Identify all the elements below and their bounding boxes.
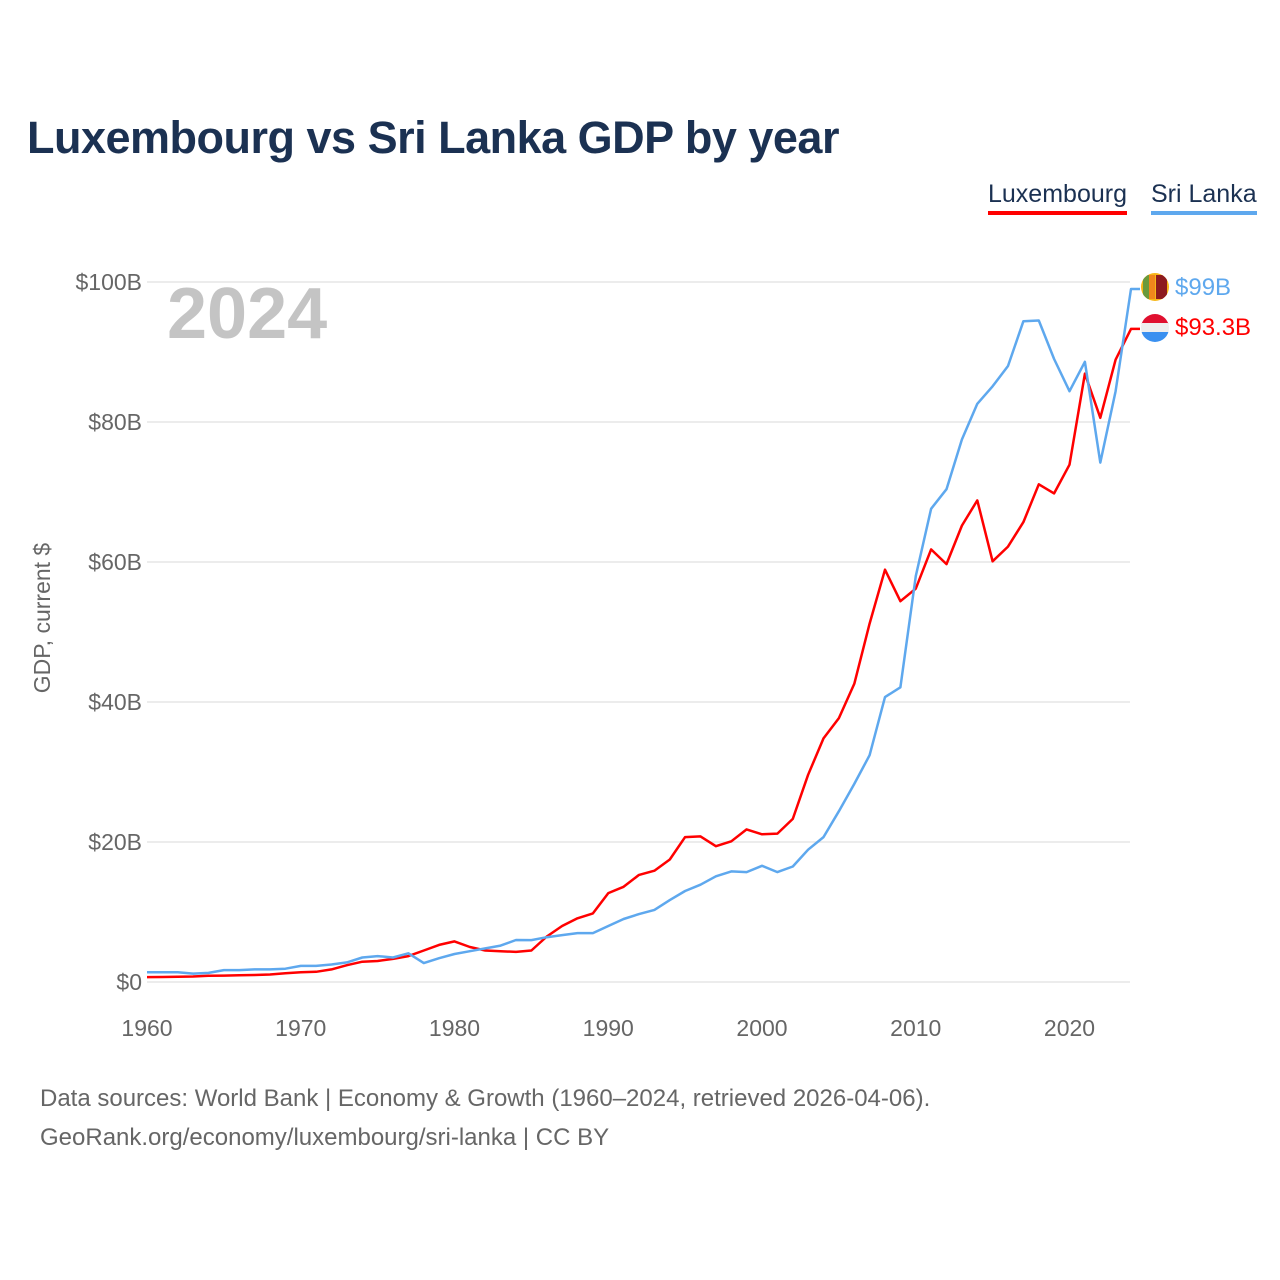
y-tick-label: $60B [88,549,142,575]
sri-lanka-end-label: $99B [1175,274,1231,301]
y-tick-label: $80B [88,409,142,435]
x-tick-label: 2000 [736,1015,787,1041]
luxembourg-end-label: $93.3B [1175,314,1251,341]
footer-link[interactable]: GeoRank.org/economy/luxembourg/sri-lanka… [40,1124,610,1151]
legend-item-luxembourg[interactable]: Luxembourg [988,180,1127,215]
chart-title: Luxembourg vs Sri Lanka GDP by year [27,112,839,163]
x-tick-label: 1960 [121,1015,172,1041]
x-tick-label: 1980 [429,1015,480,1041]
luxembourg-flag-icon [1141,314,1169,342]
x-tick-label: 2010 [890,1015,941,1041]
series-line-luxembourg [146,327,1140,979]
y-tick-label: $20B [88,829,142,855]
sri-lanka-flag-icon [1141,273,1169,301]
y-tick-label: $100B [75,269,142,295]
x-tick-label: 2020 [1044,1015,1095,1041]
footer-sources: Data sources: World Bank | Economy & Gro… [40,1085,931,1112]
legend-item-sri-lanka[interactable]: Sri Lanka [1151,180,1257,215]
x-tick-label: 1990 [583,1015,634,1041]
series-line-sri-lanka [147,287,1140,975]
year-label: 2024 [167,274,327,354]
x-tick-label: 1970 [275,1015,326,1041]
y-tick-label: $40B [88,689,142,715]
y-tick-label: $0 [116,969,142,995]
y-axis-label: GDP, current $ [29,543,55,694]
